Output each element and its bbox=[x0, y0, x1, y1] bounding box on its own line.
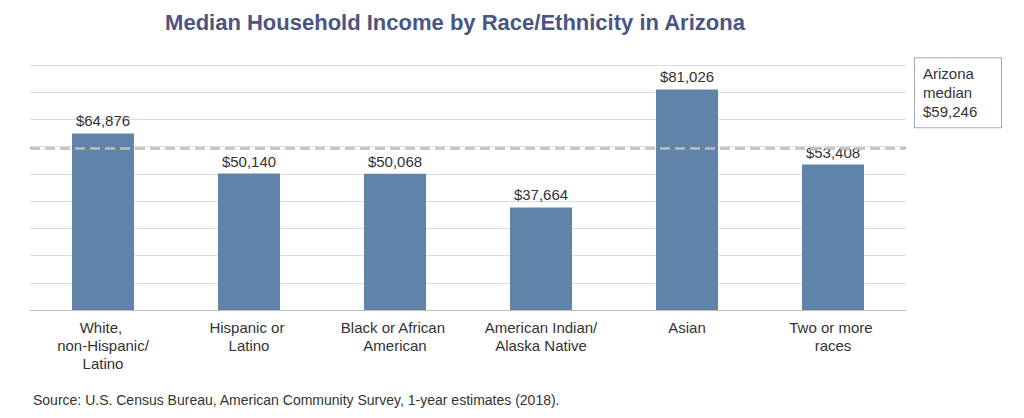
svg-text:Latino: Latino bbox=[229, 337, 270, 354]
svg-text:Arizona: Arizona bbox=[923, 65, 978, 82]
svg-text:Source: U.S. Census Bureau, Am: Source: U.S. Census Bureau, American Com… bbox=[33, 392, 560, 408]
svg-text:$59,246: $59,246 bbox=[923, 103, 977, 120]
svg-text:races: races bbox=[815, 337, 852, 354]
svg-text:$81,026: $81,026 bbox=[660, 68, 714, 85]
svg-text:American Indian/: American Indian/ bbox=[485, 319, 598, 336]
svg-text:Asian: Asian bbox=[668, 319, 706, 336]
svg-text:Two or more: Two or more bbox=[789, 319, 877, 336]
svg-text:median: median bbox=[923, 84, 976, 101]
svg-text:American: American bbox=[363, 337, 426, 354]
svg-text:$53,408: $53,408 bbox=[806, 144, 860, 161]
svg-text:$50,068: $50,068 bbox=[368, 153, 422, 170]
svg-text:Hispanic or: Hispanic or bbox=[209, 319, 288, 336]
svg-text:Black or African: Black or African bbox=[341, 319, 449, 336]
svg-text:$64,876: $64,876 bbox=[76, 112, 130, 129]
svg-text:$50,140: $50,140 bbox=[222, 153, 276, 170]
svg-text:non-Hispanic/: non-Hispanic/ bbox=[57, 337, 150, 354]
svg-text:White,: White, bbox=[80, 319, 127, 336]
svg-text:Median Household Income by Rac: Median Household Income by Race/Ethnicit… bbox=[165, 10, 746, 35]
svg-text:Latino: Latino bbox=[83, 355, 124, 372]
svg-text:$37,664: $37,664 bbox=[514, 186, 568, 203]
svg-text:Alaska Native: Alaska Native bbox=[495, 337, 587, 354]
